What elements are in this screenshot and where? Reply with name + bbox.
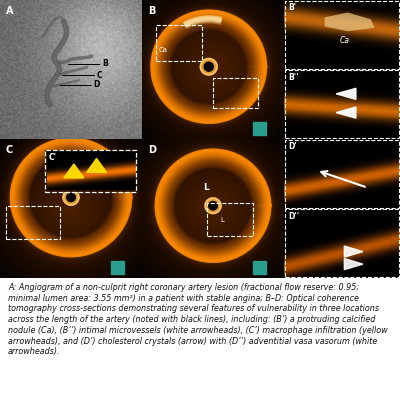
Text: A: A: [6, 6, 13, 16]
Text: Ca: Ca: [159, 47, 168, 53]
Polygon shape: [344, 246, 363, 257]
Text: B: B: [102, 60, 108, 68]
Text: B': B': [289, 4, 297, 12]
Bar: [118, 261, 124, 267]
Polygon shape: [64, 164, 84, 178]
Bar: [260, 261, 266, 267]
Text: D'': D'': [289, 212, 300, 221]
Polygon shape: [344, 258, 363, 270]
Polygon shape: [209, 202, 217, 210]
Bar: [213, 78, 258, 108]
Text: L: L: [203, 183, 209, 192]
Bar: [260, 122, 266, 128]
Bar: [260, 129, 266, 135]
Text: L: L: [220, 217, 224, 223]
Polygon shape: [205, 198, 221, 213]
Bar: [156, 25, 202, 61]
Bar: [253, 129, 259, 135]
Bar: [6, 206, 60, 239]
Polygon shape: [67, 193, 75, 202]
Text: C': C': [48, 153, 56, 162]
Text: B'': B'': [289, 73, 299, 82]
Polygon shape: [200, 59, 217, 75]
Text: D': D': [289, 142, 297, 152]
Polygon shape: [336, 107, 356, 118]
Bar: [111, 261, 117, 267]
Polygon shape: [325, 12, 374, 31]
Text: D: D: [94, 80, 100, 89]
Text: C: C: [6, 144, 13, 154]
Bar: [253, 122, 259, 128]
Bar: [118, 268, 124, 274]
Polygon shape: [336, 88, 356, 99]
Bar: [111, 268, 117, 274]
Bar: [46, 150, 136, 192]
Polygon shape: [87, 158, 106, 172]
Text: D: D: [148, 144, 156, 154]
Text: C: C: [96, 70, 102, 80]
Polygon shape: [63, 190, 79, 205]
Text: A: Angiogram of a non-culprit right coronary artery lesion (fractional flow rese: A: Angiogram of a non-culprit right coro…: [8, 283, 388, 356]
Bar: [207, 203, 253, 236]
Text: Ca: Ca: [339, 36, 349, 45]
Polygon shape: [204, 62, 213, 71]
Bar: [260, 268, 266, 274]
Bar: [253, 268, 259, 274]
Text: B: B: [148, 6, 155, 16]
Bar: [253, 261, 259, 267]
Bar: [46, 150, 136, 192]
